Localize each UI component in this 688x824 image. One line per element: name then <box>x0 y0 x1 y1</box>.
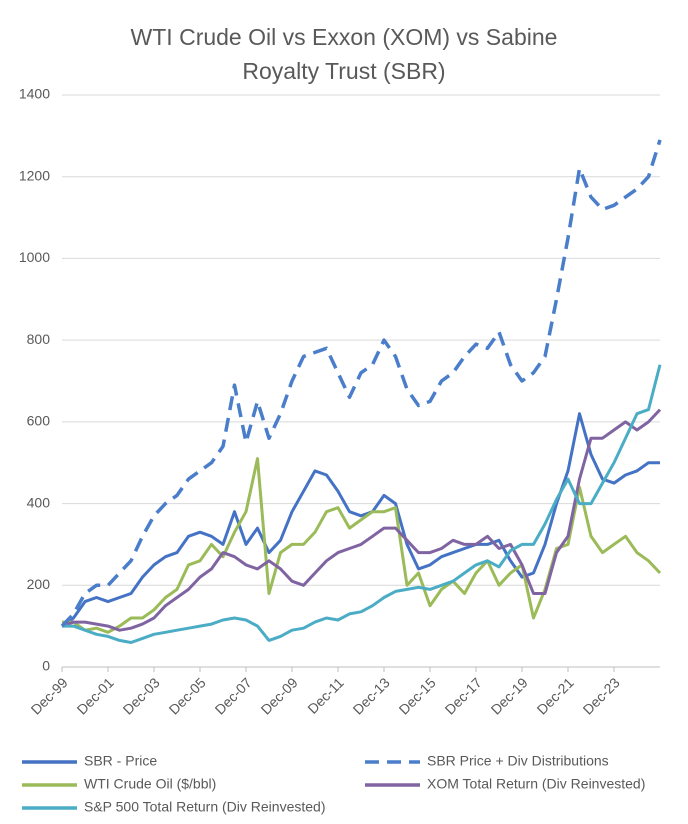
legend-label: S&P 500 Total Return (Div Reinvested) <box>84 799 326 815</box>
x-tick-label: Dec-01 <box>74 674 117 717</box>
x-tick-label: Dec-13 <box>350 674 393 717</box>
x-tick-label: Dec-15 <box>396 674 439 717</box>
x-tick-label: Dec-07 <box>212 674 255 717</box>
y-tick-label: 1200 <box>19 167 50 183</box>
series-line <box>61 408 662 632</box>
x-tick-label: Dec-21 <box>534 674 577 717</box>
x-tick-label: Dec-17 <box>442 674 485 717</box>
series-line <box>60 139 662 628</box>
legend-label: SBR - Price <box>84 753 157 769</box>
y-tick-label: 600 <box>27 413 51 429</box>
x-tick-label: Dec-99 <box>28 674 71 717</box>
legend-label: SBR Price + Div Distributions <box>427 753 609 769</box>
x-tick-label: Dec-11 <box>304 674 347 717</box>
x-tick-label: Dec-05 <box>166 674 209 717</box>
y-tick-label: 400 <box>27 494 51 510</box>
y-tick-label: 1000 <box>19 249 50 265</box>
legend-label: WTI Crude Oil ($/bbl) <box>84 776 216 792</box>
chart-title: WTI Crude Oil vs Exxon (XOM) vs Sabine R… <box>130 24 558 84</box>
x-tick-label: Dec-19 <box>488 674 531 717</box>
x-tick-label: Dec-23 <box>580 674 623 717</box>
x-tick-label: Dec-03 <box>120 674 163 717</box>
y-tick-label: 1400 <box>19 86 50 102</box>
series-line <box>62 364 662 644</box>
y-tick-label: 800 <box>27 331 51 347</box>
x-tick-label: Dec-09 <box>258 674 301 717</box>
legend-label: XOM Total Return (Div Reinvested) <box>427 776 645 792</box>
y-tick-label: 200 <box>27 576 51 592</box>
y-tick-label: 0 <box>42 658 50 674</box>
